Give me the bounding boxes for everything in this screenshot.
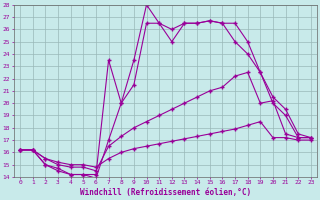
X-axis label: Windchill (Refroidissement éolien,°C): Windchill (Refroidissement éolien,°C) — [80, 188, 251, 197]
